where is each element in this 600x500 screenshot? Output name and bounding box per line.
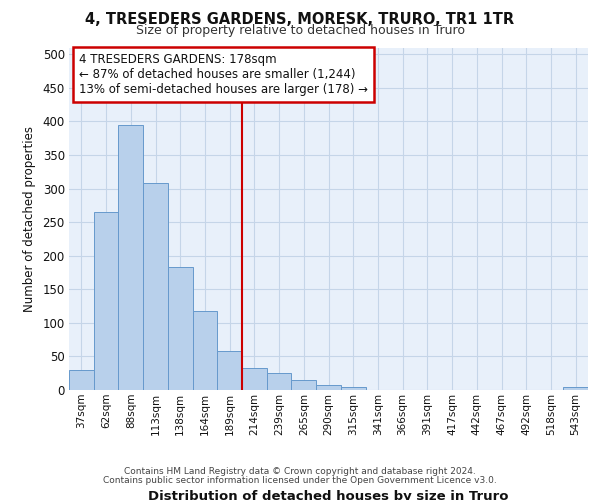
Bar [94,212,118,390]
Bar [563,386,588,390]
Bar [143,183,168,390]
Text: 4 TRESEDERS GARDENS: 178sqm
← 87% of detached houses are smaller (1,244)
13% of : 4 TRESEDERS GARDENS: 178sqm ← 87% of det… [79,52,368,96]
Bar [242,368,267,390]
Bar [316,386,341,390]
Text: Contains public sector information licensed under the Open Government Licence v3: Contains public sector information licen… [103,476,497,485]
Bar [69,370,94,390]
Text: Contains HM Land Registry data © Crown copyright and database right 2024.: Contains HM Land Registry data © Crown c… [124,467,476,476]
Bar [267,373,292,390]
Bar [168,267,193,390]
Text: 4, TRESEDERS GARDENS, MORESK, TRURO, TR1 1TR: 4, TRESEDERS GARDENS, MORESK, TRURO, TR1… [85,12,515,28]
Y-axis label: Number of detached properties: Number of detached properties [23,126,35,312]
X-axis label: Distribution of detached houses by size in Truro: Distribution of detached houses by size … [148,490,509,500]
Bar [292,380,316,390]
Bar [217,351,242,390]
Bar [193,311,217,390]
Bar [341,386,365,390]
Bar [118,124,143,390]
Text: Size of property relative to detached houses in Truro: Size of property relative to detached ho… [136,24,464,37]
